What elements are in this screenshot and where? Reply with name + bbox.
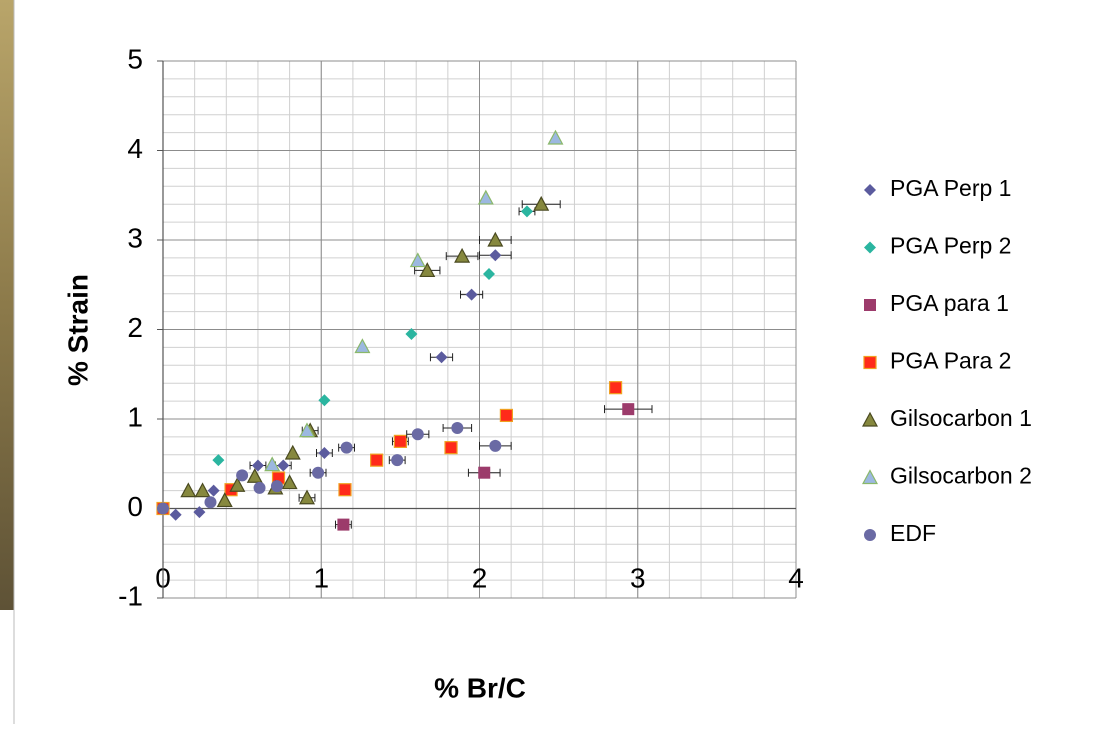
data-point bbox=[451, 421, 464, 434]
data-point bbox=[204, 496, 217, 509]
chart-panel bbox=[14, 0, 1114, 724]
data-point bbox=[435, 351, 448, 364]
data-point bbox=[284, 444, 301, 460]
data-point bbox=[547, 129, 564, 145]
legend-marker bbox=[864, 529, 876, 541]
data-point bbox=[444, 441, 458, 455]
legend-marker bbox=[864, 299, 876, 311]
y-tick-label: 3 bbox=[127, 222, 143, 253]
data-point bbox=[264, 456, 281, 472]
data-point bbox=[157, 502, 169, 515]
y-tick-label: -1 bbox=[118, 580, 143, 611]
data-point bbox=[229, 476, 246, 492]
data-point bbox=[411, 428, 424, 441]
y-tick-label: 0 bbox=[127, 491, 143, 522]
data-point bbox=[180, 482, 197, 498]
data-point bbox=[212, 454, 225, 467]
data-point bbox=[478, 466, 491, 479]
legend-label: PGA para 1 bbox=[890, 290, 1009, 316]
data-point bbox=[337, 518, 350, 531]
y-tick-label: 2 bbox=[127, 312, 143, 343]
data-point bbox=[409, 252, 426, 268]
data-point bbox=[270, 480, 283, 493]
legend-label: PGA Perp 1 bbox=[890, 175, 1011, 201]
data-point bbox=[608, 381, 623, 395]
data-point bbox=[281, 474, 298, 490]
data-point bbox=[318, 447, 331, 460]
legend-marker bbox=[861, 411, 879, 427]
data-point bbox=[520, 205, 533, 218]
x-tick-label: 3 bbox=[630, 562, 646, 593]
y-axis-title: % Strain bbox=[62, 274, 93, 386]
data-point bbox=[253, 481, 266, 494]
data-point bbox=[299, 422, 316, 438]
data-point bbox=[477, 189, 494, 205]
x-tick-label: 1 bbox=[313, 562, 329, 593]
data-point bbox=[277, 459, 290, 472]
data-point bbox=[489, 439, 502, 452]
background-photo bbox=[0, 0, 14, 610]
data-point bbox=[207, 484, 220, 497]
data-point bbox=[370, 453, 384, 467]
data-point bbox=[216, 492, 233, 508]
data-point bbox=[354, 338, 371, 354]
y-tick-label: 1 bbox=[127, 401, 143, 432]
legend-label: Gilsocarbon 1 bbox=[890, 405, 1032, 431]
data-point bbox=[393, 434, 407, 448]
legend-label: EDF bbox=[890, 520, 936, 546]
data-point bbox=[533, 195, 550, 211]
data-point bbox=[419, 262, 436, 278]
data-point bbox=[454, 247, 471, 263]
x-axis-title: % Br/C bbox=[434, 672, 526, 703]
data-point bbox=[340, 441, 353, 454]
legend-marker bbox=[864, 184, 876, 196]
data-point bbox=[169, 508, 182, 521]
legend-label: PGA Perp 2 bbox=[890, 233, 1011, 259]
data-point bbox=[312, 466, 325, 479]
y-tick-label: 4 bbox=[127, 133, 143, 164]
data-point bbox=[299, 489, 316, 505]
legend-marker bbox=[863, 355, 877, 370]
data-point bbox=[391, 454, 404, 467]
data-point bbox=[487, 231, 504, 247]
data-point bbox=[405, 327, 418, 340]
data-point bbox=[622, 403, 635, 416]
x-tick-label: 4 bbox=[788, 562, 804, 593]
data-point bbox=[193, 506, 206, 519]
data-point bbox=[489, 249, 502, 262]
data-point bbox=[236, 469, 249, 482]
data-point bbox=[246, 468, 263, 483]
legend-label: PGA Para 2 bbox=[890, 348, 1011, 374]
legend-label: Gilsocarbon 2 bbox=[890, 463, 1032, 489]
data-point bbox=[338, 483, 352, 497]
x-tick-label: 2 bbox=[472, 562, 488, 593]
legend-marker bbox=[864, 241, 876, 254]
data-point bbox=[318, 394, 331, 407]
data-point bbox=[465, 288, 478, 301]
legend-marker bbox=[861, 469, 879, 485]
data-point bbox=[194, 482, 211, 498]
data-point bbox=[482, 268, 495, 281]
data-point bbox=[251, 459, 264, 472]
data-point bbox=[499, 408, 514, 423]
y-tick-label: 5 bbox=[127, 43, 143, 74]
